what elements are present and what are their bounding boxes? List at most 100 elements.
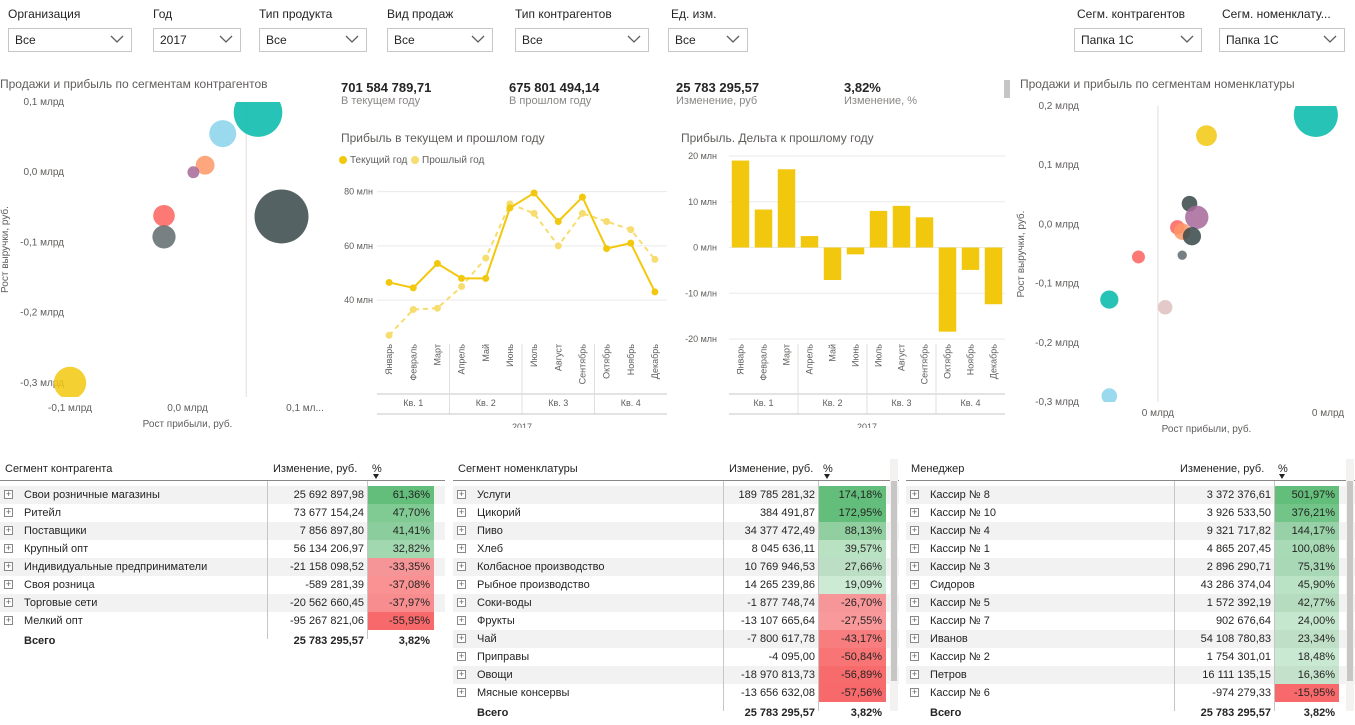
scrollbar-thumb[interactable] (1347, 481, 1353, 681)
expand-icon[interactable]: + (457, 489, 466, 499)
table-row[interactable]: + Поставщики 7 856 897,80 41,41% (0, 522, 445, 540)
expand-icon[interactable]: + (457, 579, 466, 589)
expand-icon[interactable]: + (910, 579, 919, 589)
column-header-change[interactable]: Изменение, руб. (1180, 463, 1265, 475)
expand-icon[interactable]: + (910, 615, 919, 625)
scatter-chart-nomenclature[interactable]: 0,2 млрд 0,1 млрд 0,0 млрд -0,1 млрд -0,2 мл… (1010, 92, 1355, 437)
row-pct: 144,17% (1275, 522, 1339, 540)
expand-icon[interactable]: + (457, 669, 466, 679)
bar-chart-profit-delta[interactable]: 20 млн 10 млн 0 млн -10 млн -20 млн Январь Фев… (675, 148, 1010, 428)
row-pct: 45,90% (1275, 576, 1339, 594)
expand-icon[interactable]: + (910, 489, 919, 499)
table-row[interactable]: + Иванов 54 108 780,83 23,34% (906, 630, 1355, 648)
column-header-name[interactable]: Сегмент номенклатуры (458, 463, 578, 475)
table-scrollbar[interactable] (890, 459, 898, 711)
table-row[interactable]: + Кассир № 10 3 926 533,50 376,21% (906, 504, 1355, 522)
table-row[interactable]: + Хлеб 8 045 636,11 39,57% (453, 540, 899, 558)
table-row[interactable]: + Кассир № 7 902 676,64 24,00% (906, 612, 1355, 630)
table-row[interactable]: + Ритейл 73 677 154,24 47,70% (0, 504, 445, 522)
table-contragents[interactable]: Сегмент контрагента Изменение, руб.% + Свои… (0, 459, 445, 654)
expand-icon[interactable]: + (910, 597, 919, 607)
table-row[interactable]: + Кассир № 5 1 572 392,19 42,77% (906, 594, 1355, 612)
expand-icon[interactable]: + (910, 687, 919, 697)
column-header-name[interactable]: Менеджер (911, 463, 965, 475)
table-row[interactable]: + Петров 16 111 135,15 16,36% (906, 666, 1355, 684)
expand-icon[interactable]: + (4, 561, 13, 571)
expand-icon[interactable]: + (457, 507, 466, 517)
expand-icon[interactable]: + (457, 543, 466, 553)
expand-icon[interactable]: + (457, 525, 466, 535)
table-row[interactable]: + Услуги 189 785 281,32 174,18% (453, 486, 899, 504)
table-row[interactable]: + Кассир № 1 4 865 207,45 100,08% (906, 540, 1355, 558)
table-row[interactable]: + Индивидуальные предприниматели -21 158 0… (0, 558, 445, 576)
table-row[interactable]: + Мелкий опт -95 267 821,06 -55,95% (0, 612, 445, 630)
month-label: Сентябрь (920, 344, 930, 385)
table-managers[interactable]: Менеджер Изменение, руб.% + Кассир № 8 3 372… (906, 459, 1355, 725)
expand-icon[interactable]: + (910, 669, 919, 679)
table-row[interactable]: + Сидоров 43 286 374,04 45,90% (906, 576, 1355, 594)
expand-icon[interactable]: + (4, 489, 13, 499)
expand-icon[interactable]: + (910, 651, 919, 661)
column-header-pct[interactable]: % (372, 463, 382, 475)
expand-icon[interactable]: + (910, 543, 919, 553)
total-change: 25 783 295,57 (293, 635, 364, 647)
filter-dropdown[interactable]: 2017 (153, 28, 241, 52)
expand-icon[interactable]: + (910, 507, 919, 517)
table-row[interactable]: + Овощи -18 970 813,73 -56,89% (453, 666, 899, 684)
table-row[interactable]: + Соки-воды -1 877 748,74 -26,70% (453, 594, 899, 612)
expand-icon[interactable]: + (4, 615, 13, 625)
expand-icon[interactable]: + (457, 651, 466, 661)
expand-icon[interactable]: + (910, 525, 919, 535)
column-header-name[interactable]: Сегмент контрагента (5, 463, 113, 475)
expand-icon[interactable]: + (457, 597, 466, 607)
table-row[interactable]: + Чай -7 800 617,78 -43,17% (453, 630, 899, 648)
table-row[interactable]: + Свои розничные магазины 25 692 897,98 61,… (0, 486, 445, 504)
expand-icon[interactable]: + (457, 687, 466, 697)
table-scrollbar[interactable] (1346, 459, 1354, 711)
table-row[interactable]: + Фрукты -13 107 665,64 -27,55% (453, 612, 899, 630)
table-row[interactable]: + Приправы -4 095,00 -50,84% (453, 648, 899, 666)
column-header-pct[interactable]: % (823, 463, 833, 475)
expand-icon[interactable]: + (457, 561, 466, 571)
table-row[interactable]: + Кассир № 2 1 754 301,01 18,48% (906, 648, 1355, 666)
table-row[interactable]: + Кассир № 3 2 896 290,71 75,31% (906, 558, 1355, 576)
filter-dropdown[interactable]: Папка 1С (1074, 28, 1202, 52)
column-header-change[interactable]: Изменение, руб. (729, 463, 814, 475)
table-row[interactable]: + Рыбное производство 14 265 239,86 19,09% (453, 576, 899, 594)
table-row[interactable]: + Колбасное производство 10 769 946,53 27,6… (453, 558, 899, 576)
filter-dropdown[interactable]: Все (515, 28, 649, 52)
scrollbar-thumb[interactable] (891, 481, 897, 681)
filter-dropdown[interactable]: Все (668, 28, 748, 52)
table-row[interactable]: + Своя розница -589 281,39 -37,08% (0, 576, 445, 594)
filter-dropdown[interactable]: Папка 1С (1219, 28, 1345, 52)
table-row[interactable]: + Цикорий 384 491,87 172,95% (453, 504, 899, 522)
table-row[interactable]: + Торговые сети -20 562 660,45 -37,97% (0, 594, 445, 612)
kpi-scroll-handle[interactable] (1004, 80, 1010, 98)
table-nomenclature[interactable]: Сегмент номенклатуры Изменение, руб.% + Усл… (453, 459, 899, 725)
table-row[interactable]: + Пиво 34 377 472,49 88,13% (453, 522, 899, 540)
row-name: Овощи (477, 669, 513, 681)
scatter-chart-contragents[interactable]: 0,1 млрд 0,0 млрд -0,1 млрд -0,2 млрд -0,3 м… (0, 92, 335, 437)
expand-icon[interactable]: + (4, 579, 13, 589)
expand-icon[interactable]: + (4, 507, 13, 517)
month-label: Май (481, 344, 491, 362)
expand-icon[interactable]: + (910, 633, 919, 643)
table-row[interactable]: + Кассир № 6 -974 279,33 -15,95% (906, 684, 1355, 702)
expand-icon[interactable]: + (910, 561, 919, 571)
table-row[interactable]: + Кассир № 4 9 321 717,82 144,17% (906, 522, 1355, 540)
table-row[interactable]: + Кассир № 8 3 372 376,61 501,97% (906, 486, 1355, 504)
table-row[interactable]: + Мясные консервы -13 656 632,08 -57,56% (453, 684, 899, 702)
column-header-pct[interactable]: % (1278, 463, 1288, 475)
expand-icon[interactable]: + (4, 543, 13, 553)
expand-icon[interactable]: + (457, 615, 466, 625)
line-chart-profit[interactable]: Текущий год Прошлый год 80 млн 60 млн 40 млн… (335, 148, 675, 428)
row-change: -974 279,33 (1212, 687, 1271, 699)
expand-icon[interactable]: + (457, 633, 466, 643)
expand-icon[interactable]: + (4, 525, 13, 535)
table-row[interactable]: + Крупный опт 56 134 206,97 32,82% (0, 540, 445, 558)
column-header-change[interactable]: Изменение, руб. (273, 463, 358, 475)
filter-dropdown[interactable]: Все (387, 28, 493, 52)
filter-dropdown[interactable]: Все (259, 28, 367, 52)
filter-dropdown[interactable]: Все (8, 28, 132, 52)
expand-icon[interactable]: + (4, 597, 13, 607)
